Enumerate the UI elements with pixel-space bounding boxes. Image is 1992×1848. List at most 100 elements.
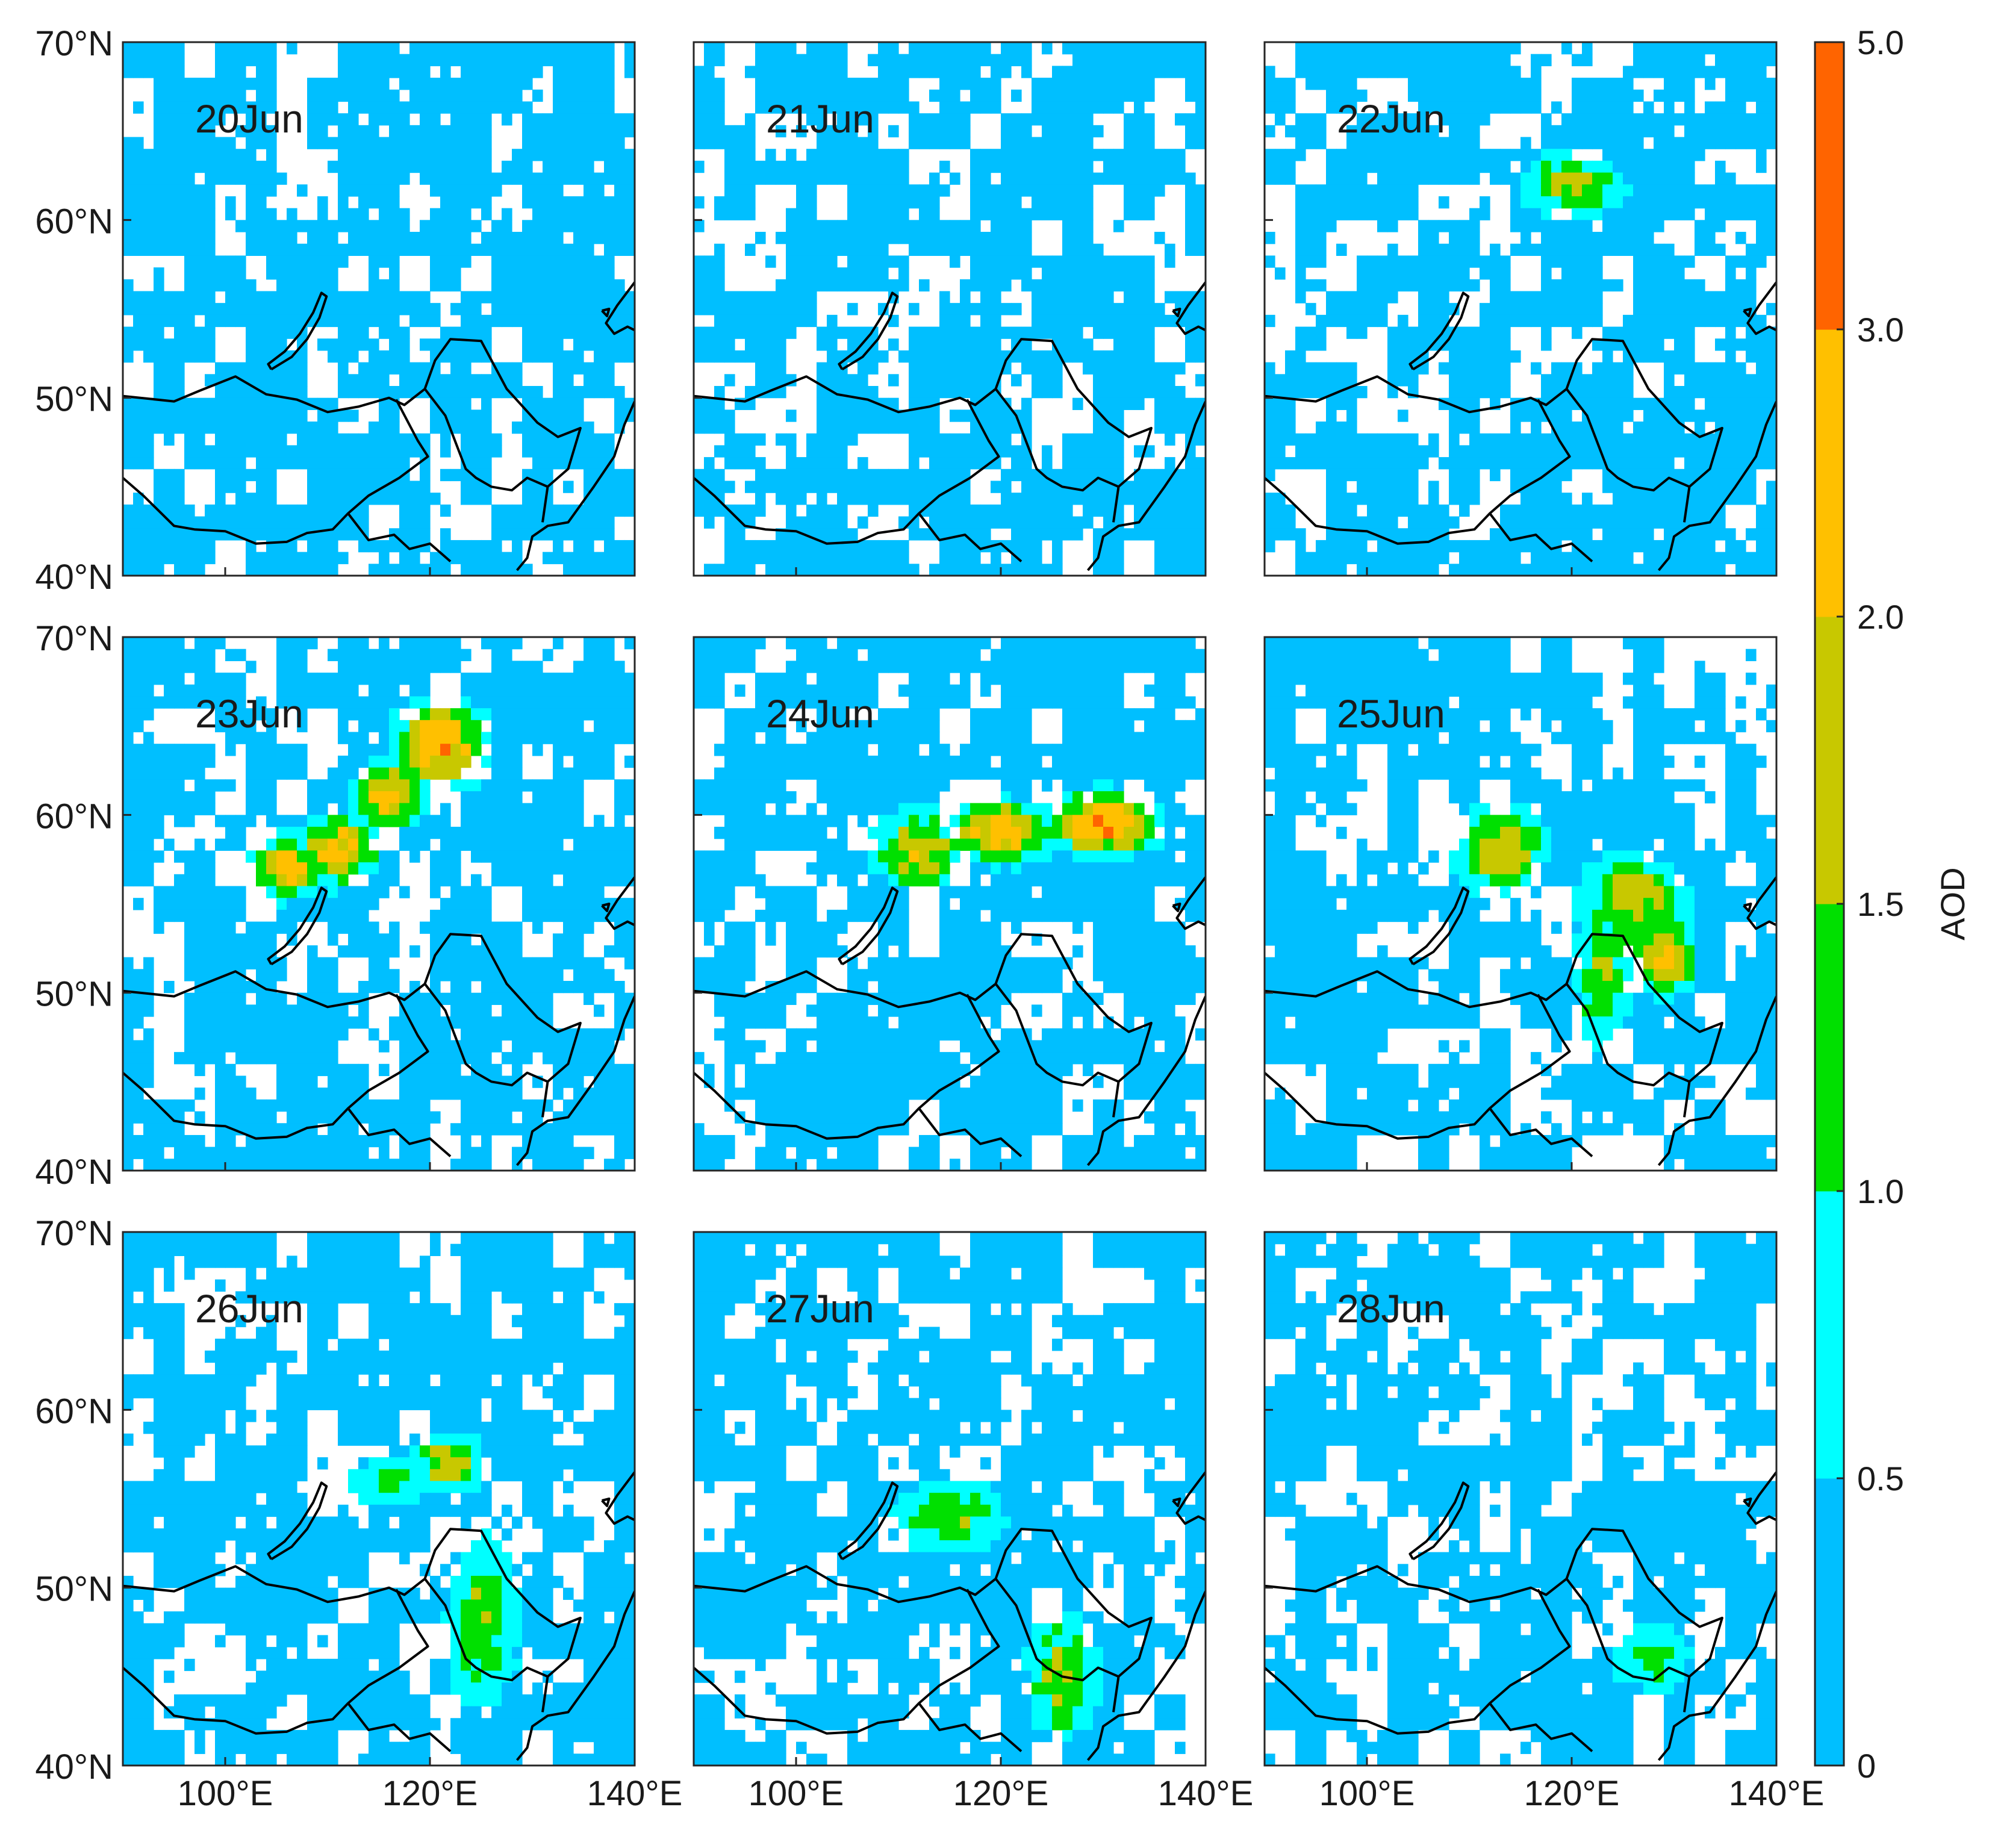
aod-cell — [235, 362, 246, 375]
aod-cell — [1083, 279, 1094, 291]
aod-cell — [724, 409, 735, 422]
aod-cell — [1654, 422, 1664, 434]
aod-cell — [543, 338, 553, 350]
aod-cell — [1592, 457, 1603, 469]
aod-cell — [1367, 505, 1378, 517]
aod-cell — [389, 125, 400, 137]
aod-cell — [898, 422, 909, 434]
aod-cell — [450, 303, 461, 315]
aod-cell — [1756, 78, 1767, 90]
aod-cell — [1551, 517, 1562, 529]
aod-cell — [174, 315, 185, 327]
aod-cell — [1326, 362, 1337, 375]
aod-cell — [1144, 517, 1155, 529]
aod-cell — [796, 552, 807, 564]
aod-cell — [817, 481, 827, 493]
aod-cell — [235, 481, 246, 493]
aod-cell — [909, 66, 920, 78]
aod-cell — [868, 173, 879, 185]
aod-cell — [491, 232, 502, 244]
aod-cell — [1021, 350, 1032, 362]
aod-cell — [154, 338, 164, 350]
aod-cell — [481, 244, 492, 256]
aod-cell — [225, 149, 236, 161]
aod-cell — [1613, 362, 1623, 375]
aod-cell — [215, 303, 226, 315]
aod-cell — [195, 220, 205, 232]
aod-cell — [1674, 255, 1685, 267]
aod-cell — [1316, 422, 1327, 434]
aod-cell — [1531, 208, 1542, 220]
aod-cell — [502, 303, 512, 315]
aod-cell — [1695, 528, 1705, 540]
aod-cell — [1654, 469, 1664, 481]
aod-cell — [143, 42, 154, 54]
aod-cell — [980, 291, 991, 303]
aod-cell — [461, 208, 472, 220]
aod-cell — [1664, 90, 1675, 102]
aod-cell — [1654, 208, 1664, 220]
aod-cell — [420, 173, 431, 185]
aod-cell — [1756, 232, 1767, 244]
aod-cell — [225, 267, 236, 279]
aod-cell — [806, 161, 817, 173]
aod-cell — [857, 173, 868, 185]
aod-cell — [594, 493, 605, 505]
aod-cell — [1572, 291, 1583, 303]
aod-cell — [1052, 291, 1063, 303]
aod-cell — [1326, 398, 1337, 410]
aod-cell — [348, 161, 359, 173]
aod-cell — [624, 493, 635, 505]
aod-cell — [1582, 78, 1593, 90]
aod-cell — [389, 66, 400, 78]
aod-cell — [1103, 173, 1114, 185]
aod-cell — [1551, 137, 1562, 149]
aod-cell — [1295, 149, 1306, 161]
aod-cell — [1664, 291, 1675, 303]
aod-cell — [1664, 422, 1675, 434]
aod-cell — [594, 386, 605, 398]
aod-cell — [755, 374, 766, 386]
aod-cell — [1715, 291, 1726, 303]
aod-cell — [1336, 422, 1347, 434]
aod-cell — [991, 196, 1001, 208]
aod-cell — [857, 493, 868, 505]
aod-cell — [827, 279, 838, 291]
aod-cell — [1336, 244, 1347, 256]
aod-cell — [980, 279, 991, 291]
aod-cell — [1346, 208, 1357, 220]
aod-cell — [1144, 315, 1155, 327]
aod-cell — [1042, 42, 1053, 54]
aod-cell — [266, 208, 277, 220]
aod-cell — [1265, 315, 1275, 327]
aod-cell — [123, 161, 134, 173]
aod-cell — [266, 434, 277, 446]
aod-cell — [1551, 303, 1562, 315]
aod-cell — [1561, 232, 1572, 244]
aod-cell — [827, 232, 838, 244]
aod-cell — [970, 374, 981, 386]
aod-cell — [939, 469, 950, 481]
aod-cell — [1582, 184, 1593, 196]
aod-cell — [817, 457, 827, 469]
aod-cell — [369, 422, 379, 434]
aod-cell — [960, 42, 971, 54]
aod-cell — [868, 350, 879, 362]
aod-cell — [256, 54, 267, 66]
aod-cell — [1387, 445, 1398, 457]
aod-cell — [1124, 90, 1135, 102]
aod-cell — [174, 540, 185, 552]
aod-cell — [1592, 78, 1603, 90]
aod-cell — [348, 386, 359, 398]
aod-cell — [1113, 303, 1124, 315]
aod-cell — [950, 137, 960, 149]
aod-cell — [1285, 386, 1296, 398]
aod-cell — [1602, 244, 1613, 256]
aod-cell — [1633, 327, 1644, 339]
aod-cell — [1032, 149, 1042, 161]
aod-cell — [317, 113, 328, 125]
aod-cell — [369, 362, 379, 375]
aod-cell — [604, 291, 615, 303]
aod-cell — [1144, 279, 1155, 291]
aod-cell — [847, 196, 858, 208]
